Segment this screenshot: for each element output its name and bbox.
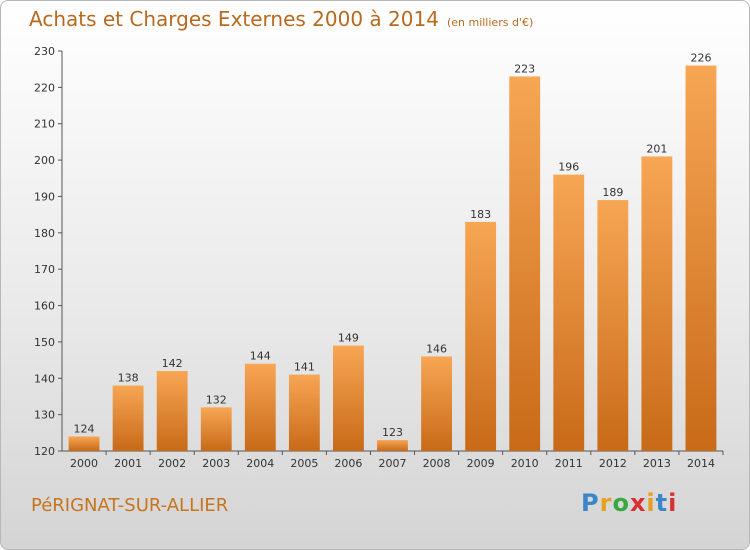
logo-letter: i — [646, 489, 656, 517]
logo-letter: o — [612, 489, 630, 517]
x-tick-label: 2000 — [70, 457, 98, 470]
bar-2002 — [156, 371, 188, 451]
bar-2008 — [421, 356, 452, 451]
data-label-2014: 226 — [690, 52, 711, 65]
logo-letter: t — [655, 489, 669, 517]
x-tick-label: 2011 — [555, 457, 583, 470]
y-tick-label: 140 — [34, 372, 55, 385]
bar-2007 — [377, 440, 408, 451]
y-tick-label: 220 — [34, 81, 55, 94]
data-label-2002: 142 — [162, 357, 183, 370]
bar-2011 — [553, 174, 585, 452]
y-tick-label: 180 — [34, 227, 55, 240]
logo-letter: i — [668, 489, 678, 517]
x-tick-label: 2010 — [511, 457, 539, 470]
y-tick-label: 120 — [34, 445, 55, 458]
proxiti-logo: Proxiti — [581, 489, 677, 517]
x-tick-label: 2008 — [423, 457, 451, 470]
x-tick-label: 2013 — [643, 457, 671, 470]
logo-letter: x — [629, 489, 647, 517]
y-tick-label: 230 — [34, 45, 55, 58]
bar-2010 — [509, 76, 541, 452]
data-label-2004: 144 — [250, 350, 271, 363]
data-label-2005: 141 — [294, 361, 315, 374]
data-label-2011: 196 — [558, 161, 579, 174]
x-tick-label: 2009 — [467, 457, 495, 470]
y-tick-label: 170 — [34, 263, 55, 276]
x-tick-label: 2003 — [202, 457, 230, 470]
bar-2004 — [244, 363, 276, 451]
y-tick-label: 130 — [34, 409, 55, 422]
data-label-2001: 138 — [118, 372, 139, 385]
data-label-2010: 223 — [514, 62, 535, 75]
logo-letter: P — [581, 489, 600, 517]
x-tick-label: 2005 — [290, 457, 318, 470]
bar-2005 — [288, 374, 320, 451]
x-tick-label: 2002 — [158, 457, 186, 470]
data-label-2013: 201 — [646, 142, 667, 155]
data-label-2008: 146 — [426, 342, 447, 355]
data-label-2006: 149 — [338, 332, 359, 345]
y-axis: 120 130 140 150 160 170 180 190 200 210 220 230 — [34, 45, 63, 458]
data-label-2009: 183 — [470, 208, 491, 221]
chart-title-block: Achats et Charges Externes 2000 à 2014 (e… — [29, 7, 533, 31]
x-tick-label: 2007 — [379, 457, 407, 470]
x-tick-label: 2004 — [246, 457, 274, 470]
bar-2000 — [68, 436, 100, 451]
data-label-2000: 124 — [74, 422, 95, 435]
chart-title: Achats et Charges Externes 2000 à 2014 — [29, 7, 439, 31]
commune-name: PéRIGNAT-SUR-ALLIER — [31, 495, 229, 516]
y-tick-label: 190 — [34, 190, 55, 203]
bar-2003 — [200, 407, 232, 451]
x-tick-label: 2014 — [687, 457, 715, 470]
bar-2001 — [112, 385, 144, 451]
bar-2012 — [597, 200, 629, 451]
bar-2014 — [685, 65, 717, 451]
data-label-2007: 123 — [382, 426, 403, 439]
y-tick-label: 210 — [34, 118, 55, 131]
bars — [68, 65, 717, 452]
data-label-2003: 132 — [206, 393, 227, 406]
bar-2009 — [465, 221, 497, 451]
x-tick-label: 2001 — [114, 457, 142, 470]
unit-note: (en milliers d'€) — [446, 16, 534, 29]
bar-2006 — [333, 345, 364, 451]
data-label-2012: 189 — [602, 186, 623, 199]
x-tick-label: 2012 — [599, 457, 627, 470]
data-labels: 124 138 142 132 144 141 149 123 146 183 223 196 189 2… — [74, 52, 712, 440]
y-tick-label: 160 — [34, 300, 55, 313]
x-axis: 2000 2001 2002 2003 2004 2005 2006 2007 2008 2009… — [62, 450, 724, 470]
logo-letter: r — [599, 489, 613, 517]
y-tick-label: 200 — [34, 154, 55, 167]
y-tick-label: 150 — [34, 336, 55, 349]
bar-2013 — [641, 156, 673, 452]
x-tick-label: 2006 — [334, 457, 362, 470]
